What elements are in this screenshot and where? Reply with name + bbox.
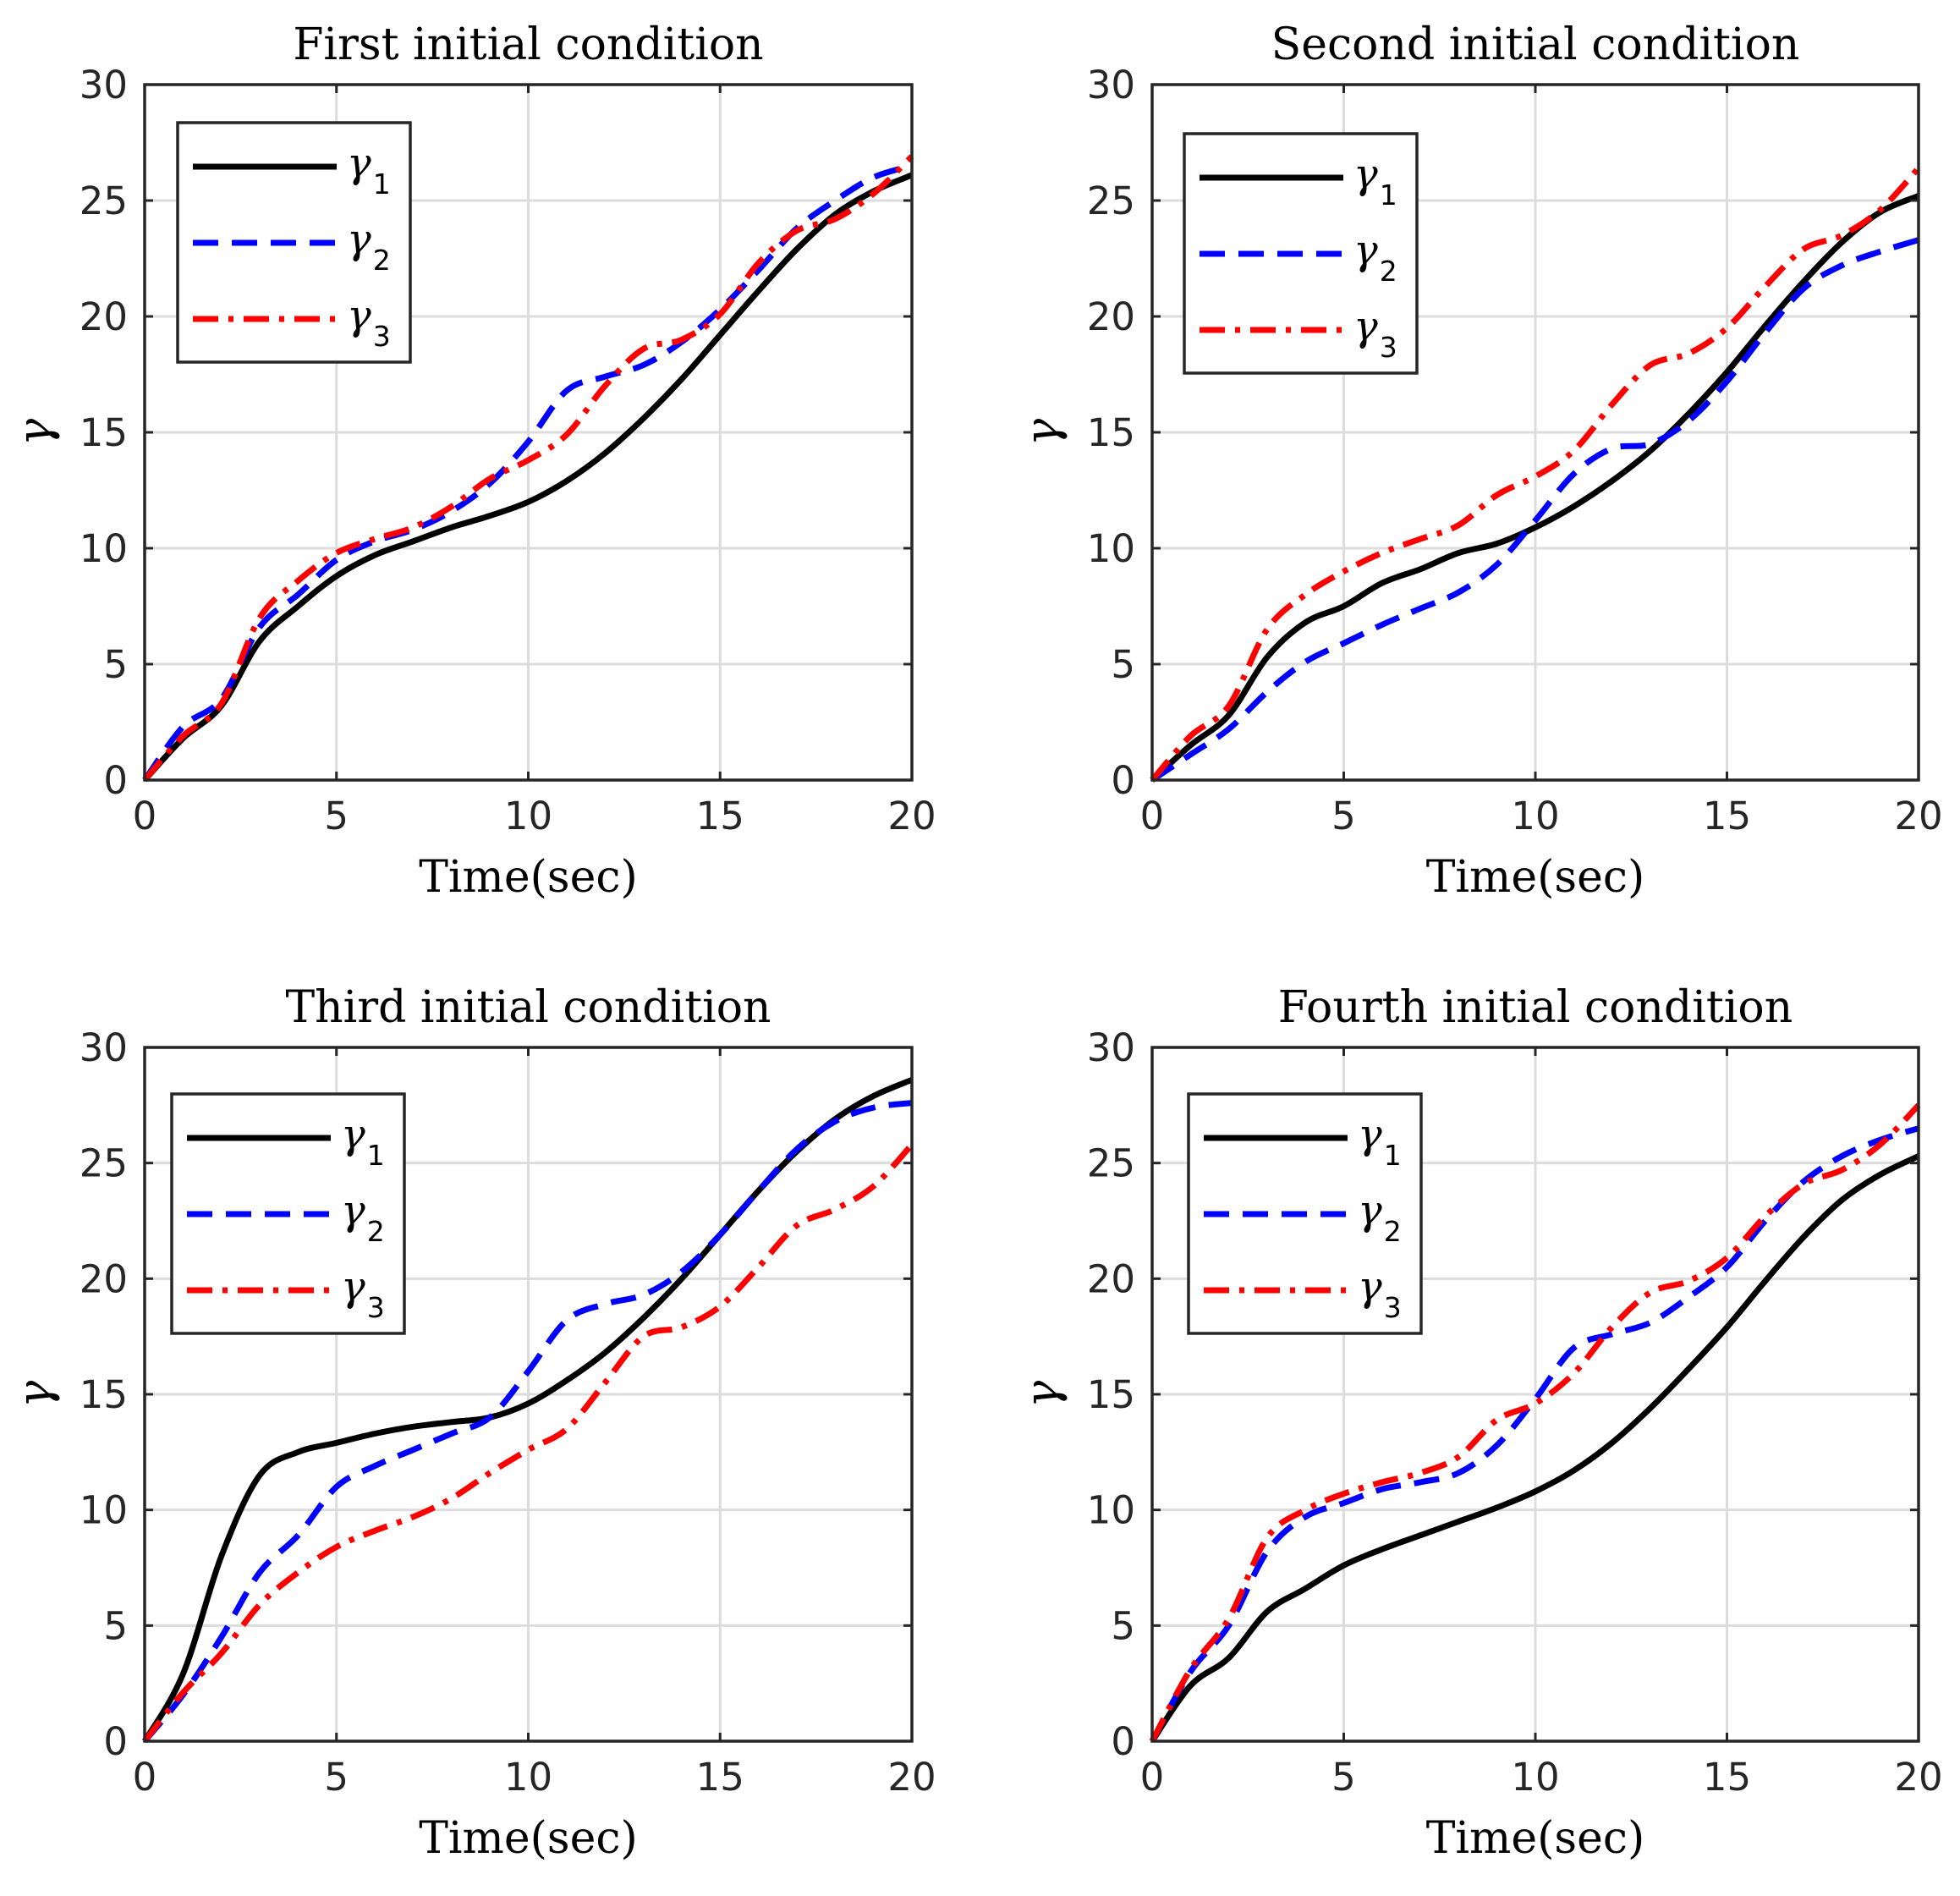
series-line-gamma3 <box>142 1142 914 1744</box>
x-tick-label: 0 <box>133 1755 157 1800</box>
x-tick-label: 20 <box>1894 1755 1942 1800</box>
x-axis-label: Time(sec) <box>419 852 638 903</box>
series-line-gamma2 <box>1150 237 1920 783</box>
y-tick-label: 5 <box>1111 642 1135 687</box>
x-tick-label: 15 <box>696 794 744 838</box>
y-axis-label: γ <box>8 418 61 446</box>
chart-panel-3: 0 5 10 15 20 0 5 10 15 20 25 30 Third initial condit… <box>8 982 936 1864</box>
y-tick-label: 25 <box>80 179 128 223</box>
series-line-gamma1 <box>1150 193 1920 783</box>
x-tick-label: 5 <box>324 1755 349 1800</box>
series-line-gamma2 <box>142 162 914 783</box>
y-tick-label: 0 <box>103 758 128 803</box>
series-line-gamma1 <box>1150 1153 1920 1743</box>
chart-panel-4: 0 5 10 15 20 0 5 10 15 20 25 30 Fourth initial condi… <box>1015 982 1943 1864</box>
x-tick-label: 15 <box>696 1755 744 1800</box>
x-tick-label: 10 <box>1511 794 1559 838</box>
y-tick-label: 10 <box>1087 1488 1135 1533</box>
chart-panel-2: 0 5 10 15 20 0 5 10 15 20 25 30 Second initial condi… <box>1015 19 1943 903</box>
chart-title: First initial condition <box>293 19 763 70</box>
x-tick-label: 0 <box>1140 794 1165 838</box>
x-tick-label: 5 <box>1331 1755 1356 1800</box>
y-tick-label: 10 <box>80 1488 128 1533</box>
x-tick-label: 15 <box>1703 1755 1751 1800</box>
y-tick-label: 25 <box>80 1141 128 1186</box>
x-tick-label: 15 <box>1703 794 1751 838</box>
y-tick-label: 10 <box>1087 526 1135 571</box>
x-tick-label: 5 <box>1331 794 1356 838</box>
y-tick-label: 20 <box>1087 1256 1135 1301</box>
series-line-gamma1 <box>142 172 914 783</box>
y-tick-label: 5 <box>103 642 128 687</box>
y-tick-label: 0 <box>103 1719 128 1764</box>
y-tick-label: 25 <box>1087 1141 1135 1186</box>
y-tick-label: 30 <box>1087 1025 1135 1070</box>
x-tick-label: 20 <box>887 794 936 838</box>
x-tick-label: 0 <box>133 794 157 838</box>
series-line-gamma3 <box>142 154 914 783</box>
y-tick-label: 30 <box>80 63 128 107</box>
x-axis-label: Time(sec) <box>1426 852 1645 903</box>
y-tick-label: 25 <box>1087 179 1135 223</box>
y-tick-label: 20 <box>80 1256 128 1301</box>
y-tick-label: 20 <box>1087 294 1135 339</box>
x-axis-label: Time(sec) <box>1426 1813 1645 1864</box>
x-tick-label: 10 <box>1511 1755 1559 1800</box>
series-line-gamma2 <box>142 1100 913 1744</box>
y-tick-label: 15 <box>1087 410 1135 455</box>
x-tick-label: 10 <box>504 1755 552 1800</box>
y-tick-label: 30 <box>1087 63 1135 107</box>
y-tick-label: 10 <box>80 526 128 571</box>
y-axis-label: γ <box>1015 1380 1068 1408</box>
y-tick-label: 15 <box>80 410 128 455</box>
y-tick-label: 30 <box>80 1025 128 1070</box>
y-tick-label: 0 <box>1111 1719 1135 1764</box>
x-tick-label: 20 <box>1894 794 1942 838</box>
y-tick-label: 0 <box>1111 758 1135 803</box>
chart-title: Fourth initial condition <box>1278 982 1793 1033</box>
y-axis-label: γ <box>1015 418 1068 446</box>
x-tick-label: 10 <box>504 794 552 838</box>
y-tick-label: 5 <box>1111 1603 1135 1648</box>
x-tick-label: 5 <box>324 794 349 838</box>
y-axis-label: γ <box>8 1380 61 1408</box>
y-tick-label: 20 <box>80 294 128 339</box>
chart-panel-1: 0 5 10 15 20 0 5 10 15 20 25 30 First initial condit… <box>8 19 936 903</box>
x-tick-label: 20 <box>887 1755 936 1800</box>
series-line-gamma3 <box>1149 1102 1921 1743</box>
x-axis-label: Time(sec) <box>419 1813 638 1864</box>
chart-title: Second initial condition <box>1271 19 1800 70</box>
chart-title: Third initial condition <box>285 982 771 1033</box>
y-tick-label: 5 <box>103 1603 128 1648</box>
y-tick-label: 15 <box>1087 1372 1135 1417</box>
y-tick-label: 15 <box>80 1372 128 1417</box>
x-tick-label: 0 <box>1140 1755 1165 1800</box>
